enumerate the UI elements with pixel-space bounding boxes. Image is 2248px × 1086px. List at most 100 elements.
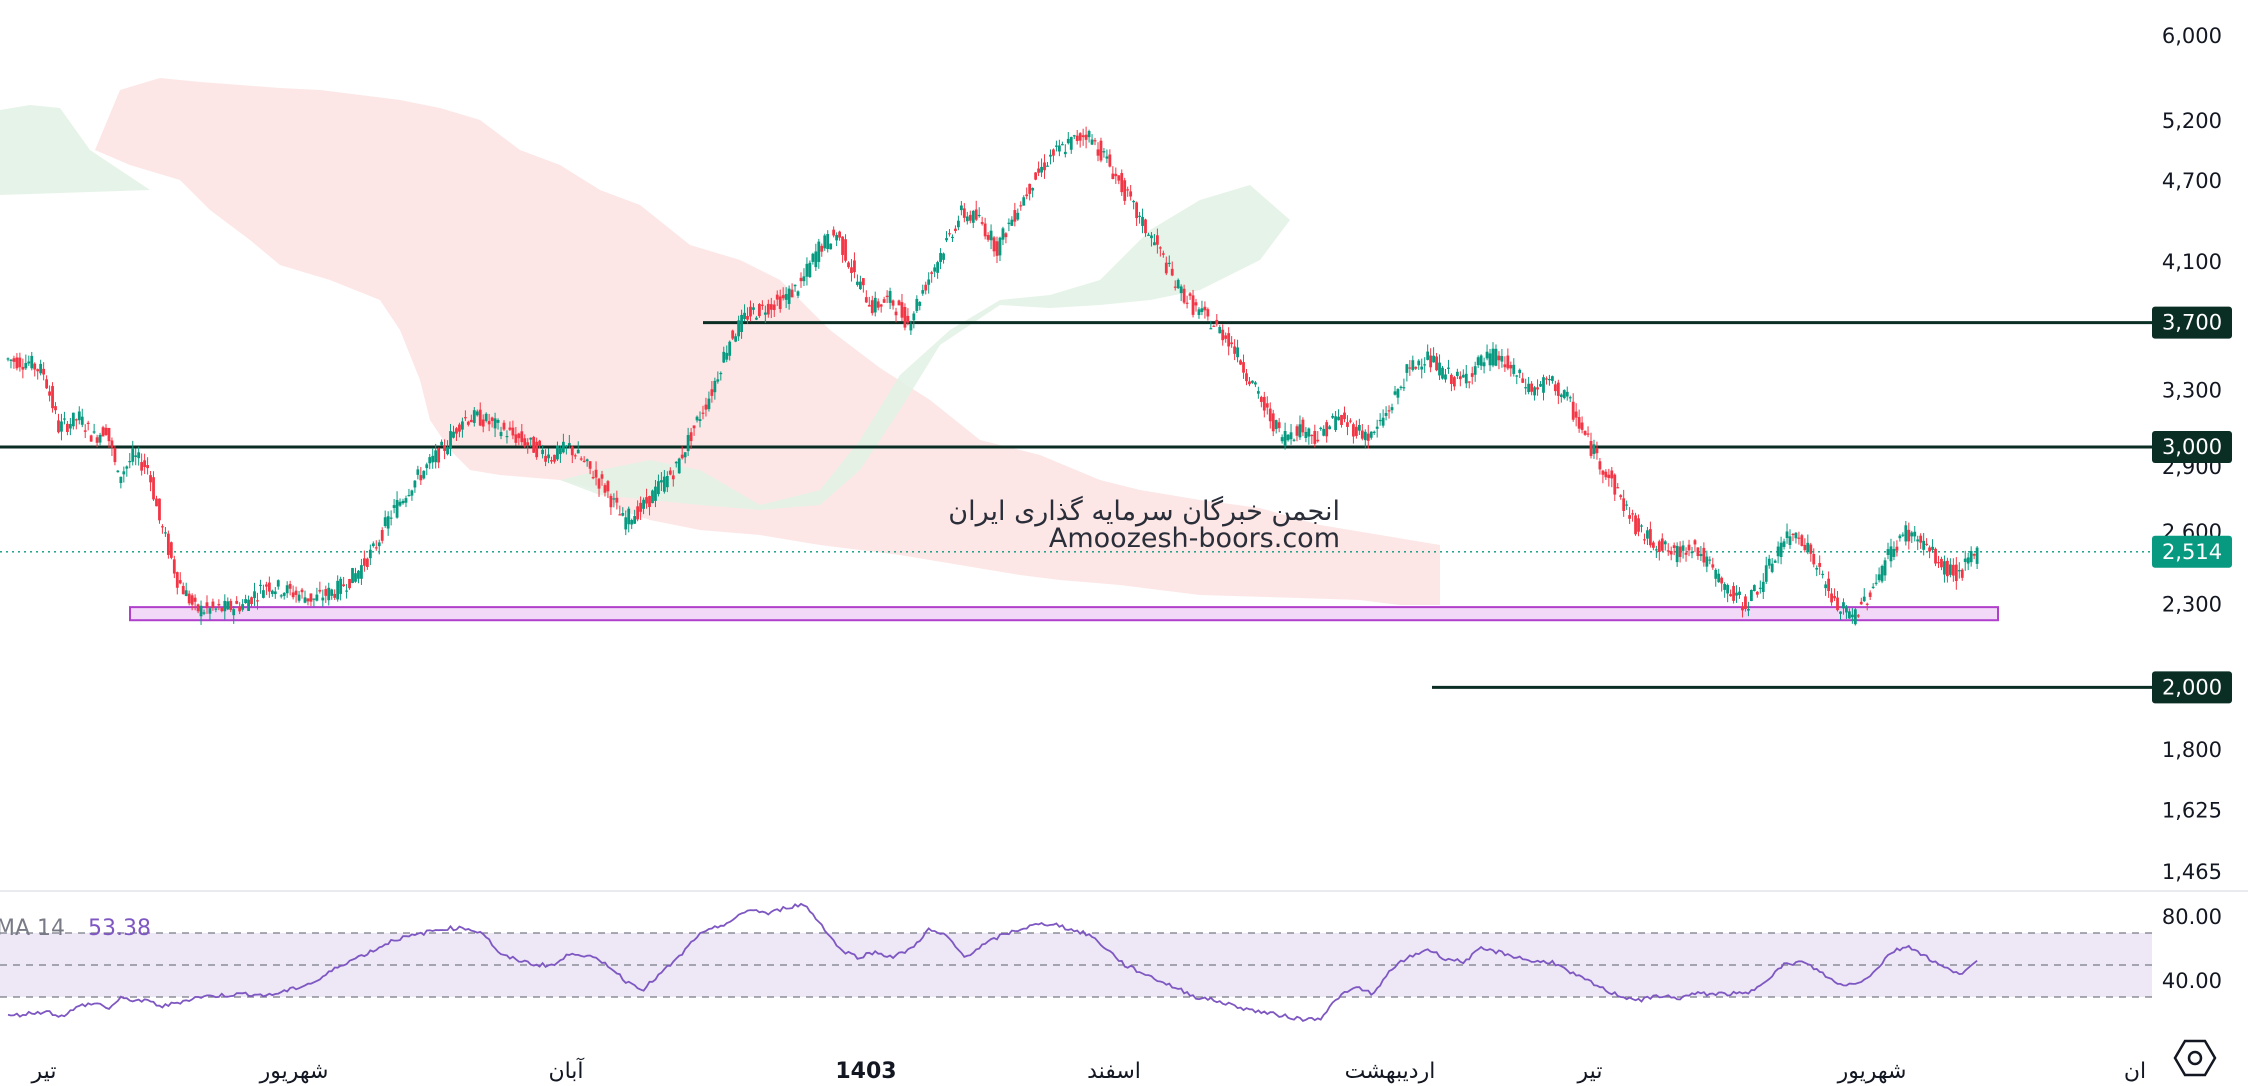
candle-body [559, 447, 562, 455]
candle-body [1515, 375, 1519, 377]
candle-body [1479, 355, 1483, 366]
candle-body [698, 419, 702, 421]
candle-body [1081, 135, 1085, 138]
candle-body [330, 589, 334, 596]
candle-body [1622, 498, 1626, 511]
candle-body [992, 237, 996, 252]
candle-body [933, 267, 937, 272]
candle-body [360, 565, 363, 579]
candle-body [1735, 592, 1738, 596]
candle-body [918, 302, 922, 306]
candle-body [1200, 308, 1204, 313]
candle-body [1862, 596, 1866, 602]
candle-body [1242, 362, 1245, 373]
candle-body [1328, 426, 1332, 430]
candle-body [1913, 531, 1917, 537]
candle-body [1470, 373, 1474, 377]
candle-body [758, 304, 761, 317]
candle-body [891, 300, 895, 306]
candle-body [74, 419, 78, 421]
candle-body [1503, 364, 1507, 368]
candle-body [633, 515, 637, 524]
candle-body [1649, 529, 1652, 546]
candle-body [805, 263, 809, 277]
candle-body [321, 597, 325, 601]
candle-body [282, 592, 286, 596]
candle-body [368, 549, 372, 559]
candle-body [1922, 540, 1926, 550]
candle-body [1209, 328, 1213, 330]
candle-body [983, 223, 987, 237]
candle-body [303, 597, 307, 603]
candle-body [570, 446, 574, 456]
candle-body [1307, 428, 1311, 437]
candle-body [1173, 286, 1177, 288]
candle-body [1007, 222, 1011, 225]
candle-body [1248, 381, 1251, 385]
candle-body [541, 449, 544, 455]
candle-body [924, 284, 928, 291]
candle-body [1049, 154, 1052, 157]
candle-body [490, 417, 494, 421]
candle-body [1046, 165, 1049, 167]
candle-body [692, 425, 696, 429]
candle-body [1349, 420, 1352, 422]
candle-body [772, 304, 776, 311]
candle-body [600, 474, 604, 479]
candle-body [89, 435, 93, 442]
candle-body [68, 424, 72, 429]
candle-body [1304, 431, 1308, 439]
candle-body [208, 608, 212, 614]
candle-body [1188, 293, 1192, 296]
candle-body [1078, 133, 1082, 141]
candle-body [624, 517, 628, 530]
candle-body [1283, 431, 1287, 447]
candle-body [1943, 561, 1946, 575]
candle-body [1592, 444, 1596, 454]
candle-body [856, 281, 859, 285]
candle-body [12, 358, 16, 362]
candle-body [155, 498, 158, 507]
time-axis[interactable]: تیر شهریور آبان 1403 اسفند اردیبهشت تیر شهریور ا… [31, 1057, 2147, 1084]
candle-body [861, 278, 865, 286]
price-axis[interactable]: 6,0005,2004,7004,1003,3002,9002,6002,300… [2162, 24, 2222, 993]
candle-body [1224, 335, 1228, 339]
candle-body [556, 445, 559, 460]
candle-body [1040, 166, 1043, 173]
candle-body [1669, 551, 1673, 555]
candle-body [1301, 419, 1305, 433]
candle-body [1951, 564, 1955, 576]
candle-body [1512, 364, 1516, 374]
candle-body [1230, 342, 1234, 345]
candle-body [1153, 242, 1156, 246]
candle-body [1402, 387, 1406, 389]
candle-body [51, 386, 54, 409]
candle-body [1066, 138, 1070, 144]
candle-body [1164, 262, 1168, 274]
candle-body [627, 508, 631, 525]
candle-body [707, 398, 711, 410]
candle-body [1966, 557, 1970, 564]
candle-body [1761, 581, 1765, 592]
candle-body [1155, 235, 1159, 245]
candle-body [181, 585, 185, 595]
candle-body [1509, 364, 1513, 369]
candle-body [1705, 556, 1709, 567]
horizontal-levels[interactable] [0, 321, 2152, 689]
candle-body [1357, 424, 1361, 431]
candle-body [731, 330, 735, 339]
candle-body [1815, 567, 1819, 570]
candle-body [220, 607, 224, 612]
candle-body [1518, 369, 1522, 374]
candles [6, 126, 1979, 626]
settings-icon[interactable] [2173, 1039, 2217, 1077]
candle-body [1316, 439, 1320, 442]
support-zone[interactable] [129, 606, 1999, 622]
candle-body [529, 437, 533, 440]
candle-body [1158, 247, 1162, 249]
candle-body [1013, 210, 1017, 222]
candle-body [677, 458, 681, 474]
candle-body [665, 475, 669, 488]
candle-body [1120, 173, 1124, 193]
